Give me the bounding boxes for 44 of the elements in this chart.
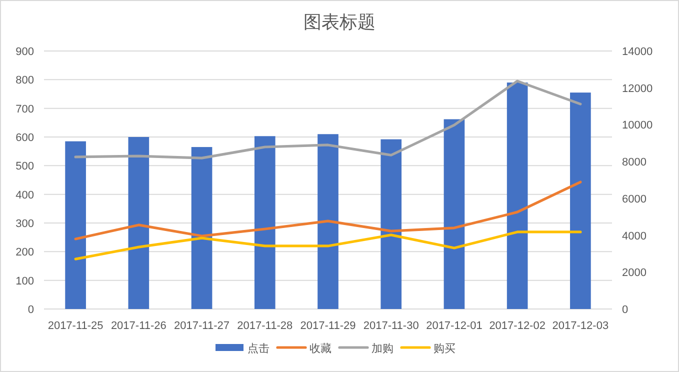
y-tick-label: 500 — [16, 160, 34, 173]
y-tick-label: 900 — [16, 46, 34, 58]
legend-label: 加购 — [372, 342, 394, 355]
x-tick-label: 2017-12-01 — [426, 320, 482, 332]
x-tick-label: 2017-11-28 — [237, 320, 293, 332]
bar — [191, 147, 212, 309]
x-tick-label: 2017-11-26 — [110, 320, 166, 332]
bar — [380, 139, 402, 309]
line-series — [74, 80, 582, 160]
bar — [254, 136, 276, 309]
y2-tick-label: 0 — [622, 304, 628, 316]
y-tick-label: 600 — [16, 132, 34, 144]
y2-tick-label: 4000 — [622, 230, 646, 242]
y2-tick-label: 14000 — [622, 46, 653, 58]
x-tick-label: 2017-11-30 — [363, 320, 419, 332]
y-tick-label: 300 — [16, 218, 34, 230]
bar — [506, 82, 528, 309]
chart-title: 图表标题 — [304, 12, 376, 32]
legend-label: 购买 — [434, 343, 456, 355]
x-tick-label: 2017-11-29 — [300, 320, 356, 332]
y2-tick-label: 10000 — [622, 120, 653, 132]
y-tick-label: 800 — [16, 74, 34, 87]
y-tick-label: 200 — [16, 246, 34, 259]
y-tick-label: 100 — [16, 275, 34, 288]
x-tick-label: 2017-11-25 — [48, 320, 104, 332]
legend-label: 点击 — [248, 342, 270, 355]
y-tick-label: 400 — [16, 189, 34, 202]
y-tick-label: 700 — [16, 103, 34, 116]
y-tick-label: 0 — [28, 304, 34, 316]
line-series — [74, 230, 582, 260]
bar — [128, 137, 150, 309]
y2-tick-label: 2000 — [622, 267, 646, 280]
x-tick-label: 2017-12-03 — [552, 320, 609, 332]
legend-label: 收藏 — [310, 342, 332, 355]
line-series — [74, 180, 582, 240]
bar — [318, 134, 338, 309]
x-tick-label: 2017-11-27 — [174, 320, 230, 332]
y2-tick-label: 12000 — [622, 82, 653, 95]
y2-tick-label: 6000 — [622, 193, 646, 206]
x-tick-label: 2017-12-02 — [489, 320, 546, 332]
bar — [444, 119, 465, 309]
y2-tick-label: 8000 — [622, 156, 646, 169]
bar — [570, 92, 591, 309]
bar — [65, 141, 86, 309]
